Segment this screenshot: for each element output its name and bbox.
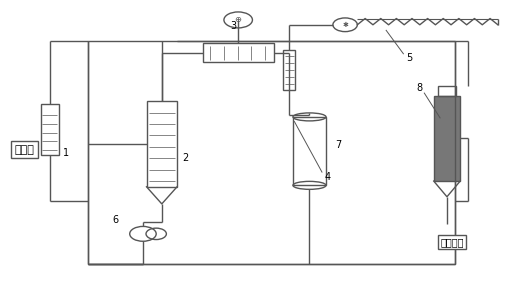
Text: 8: 8 bbox=[416, 84, 422, 93]
Text: 2: 2 bbox=[182, 153, 188, 163]
Bar bbox=[293, 117, 326, 185]
Bar bbox=[203, 43, 274, 62]
Text: 6: 6 bbox=[113, 215, 118, 225]
Text: ✱: ✱ bbox=[342, 22, 348, 28]
Bar bbox=[438, 86, 456, 96]
Bar bbox=[40, 104, 59, 156]
Bar bbox=[283, 50, 295, 90]
Text: 7: 7 bbox=[335, 141, 341, 150]
Text: 1: 1 bbox=[62, 147, 69, 158]
Text: 焦油装车: 焦油装车 bbox=[440, 237, 464, 247]
Text: 3: 3 bbox=[230, 21, 236, 31]
Bar bbox=[88, 41, 455, 264]
Text: 5: 5 bbox=[406, 54, 413, 63]
Text: 粗酰氯: 粗酰氯 bbox=[14, 145, 34, 155]
Bar bbox=[434, 96, 460, 181]
Text: 4: 4 bbox=[325, 172, 331, 182]
Text: ⊕: ⊕ bbox=[234, 16, 242, 24]
Bar bbox=[146, 101, 177, 187]
